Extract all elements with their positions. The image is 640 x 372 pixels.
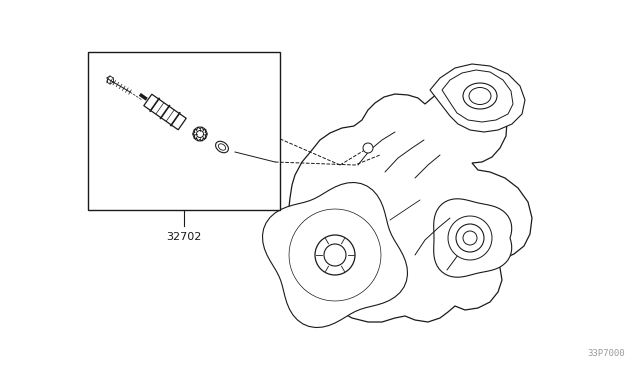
Circle shape	[324, 244, 346, 266]
Text: 32702: 32702	[166, 232, 202, 242]
Circle shape	[193, 127, 207, 141]
Circle shape	[363, 143, 373, 153]
Ellipse shape	[463, 83, 497, 109]
Polygon shape	[448, 216, 492, 260]
Circle shape	[456, 224, 484, 252]
Circle shape	[196, 131, 204, 138]
Circle shape	[463, 231, 477, 245]
Polygon shape	[430, 64, 525, 132]
Ellipse shape	[216, 141, 228, 153]
Circle shape	[315, 235, 355, 275]
Text: 33P7000: 33P7000	[588, 349, 625, 358]
Polygon shape	[296, 214, 378, 296]
Polygon shape	[434, 199, 512, 277]
Polygon shape	[144, 94, 186, 130]
Ellipse shape	[469, 87, 491, 105]
Polygon shape	[284, 84, 532, 322]
Polygon shape	[442, 70, 513, 122]
Polygon shape	[289, 209, 381, 301]
Bar	[88, 52, 280, 210]
Ellipse shape	[218, 144, 226, 150]
Polygon shape	[262, 183, 408, 327]
